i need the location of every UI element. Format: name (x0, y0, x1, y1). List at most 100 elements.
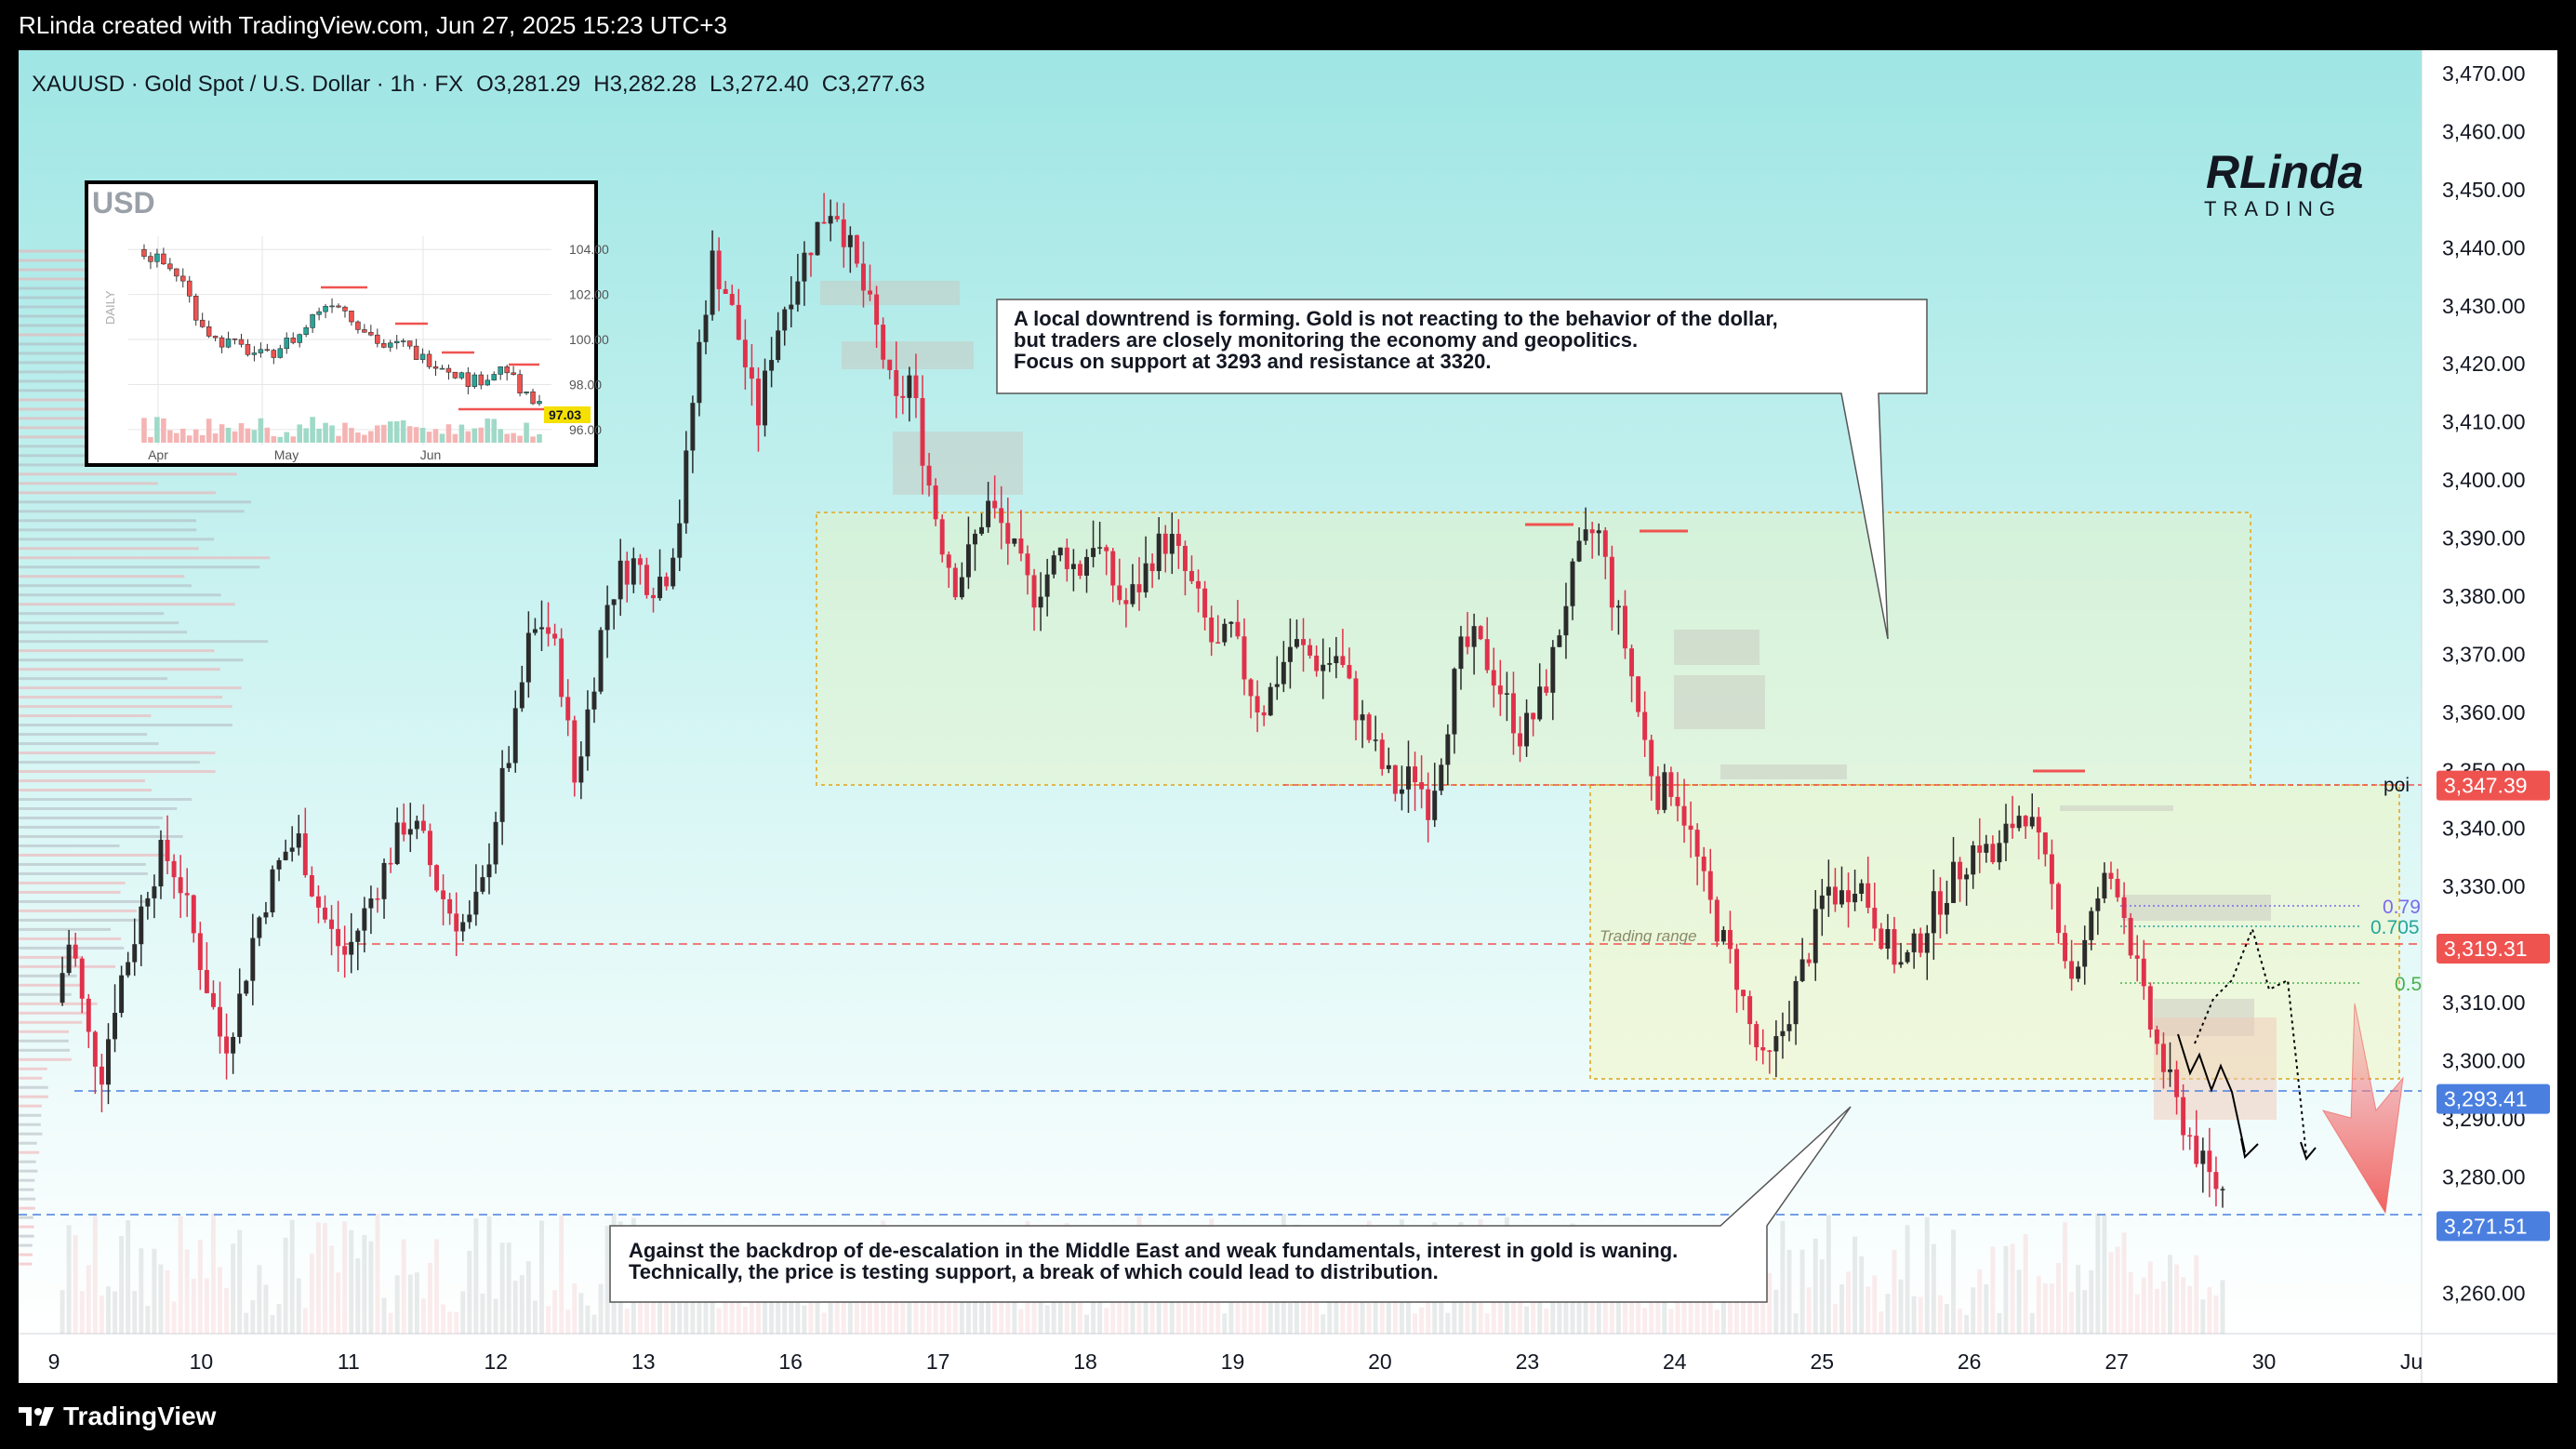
volume-bar (1077, 1296, 1082, 1334)
volume-bar (447, 1311, 453, 1334)
candle-body (769, 360, 775, 371)
candle-body (598, 630, 604, 692)
volume-bar (1287, 1303, 1293, 1334)
volume-bar (1222, 1313, 1228, 1334)
candle-body (394, 822, 400, 864)
volume-bar (1832, 1303, 1838, 1334)
volume-bar (920, 1303, 925, 1334)
candle-body (210, 992, 216, 1007)
candle-body (506, 763, 511, 768)
volume-profile-bar (19, 798, 193, 802)
candle-body (119, 975, 125, 1014)
candle-body (1786, 1024, 1792, 1031)
usd-inset-chart[interactable]: USD DAILY 104.00 102.00 100.00 98.00 96.00 A… (85, 180, 609, 467)
volume-bar (302, 1308, 308, 1334)
volume-bar (1688, 1289, 1693, 1334)
volume-profile-bar (19, 1178, 35, 1182)
candle-body (1274, 684, 1280, 687)
volume-bar (210, 1214, 216, 1334)
volume-profile-bar (19, 1039, 69, 1043)
inset-volume-bar (161, 418, 166, 443)
close-label: C (822, 72, 838, 97)
bearish-arrow (2321, 1003, 2404, 1215)
open-label: O (476, 72, 494, 97)
volume-bar (1327, 1299, 1333, 1334)
volume-profile-bar (19, 1234, 34, 1238)
candle-body (355, 930, 361, 942)
volume-bar (2102, 1214, 2107, 1334)
symbol-legend[interactable]: XAUUSD · Gold Spot / U.S. Dollar · 1h · … (32, 72, 925, 97)
candle-body (559, 638, 564, 698)
price-axis-panel (2422, 50, 2557, 1383)
candle-body (1589, 529, 1595, 534)
volume-bar (2108, 1252, 2114, 1334)
inset-volume-bar (271, 436, 277, 443)
volume-bar (1419, 1307, 1425, 1334)
volume-bar (1353, 1303, 1359, 1334)
volume-profile-bar (19, 565, 260, 569)
price-tag-label: 3,293.41 (2444, 1087, 2528, 1111)
candle-body (1340, 656, 1346, 665)
volume-bar (355, 1257, 361, 1334)
candle-body (407, 829, 413, 835)
candle-body (2036, 817, 2041, 833)
candle-body (99, 1066, 104, 1085)
inset-side-label: DAILY (103, 290, 117, 325)
volume-bar (66, 1225, 72, 1334)
chart-frame[interactable]: Trading range poi 0.79 0.705 0.5 (19, 50, 2557, 1383)
volume-bar (525, 1261, 531, 1334)
candle-body (420, 820, 426, 831)
volume-profile-bar (19, 1197, 36, 1201)
candle-body (585, 709, 591, 757)
candle-body (1898, 962, 1904, 965)
candle-body (952, 567, 958, 598)
price-tick-label: 3,430.00 (2442, 294, 2526, 318)
symbol-name: XAUUSD · Gold Spot / U.S. Dollar · 1h · … (32, 72, 463, 97)
candle-body (1767, 1050, 1773, 1052)
candle-body (1958, 861, 1963, 880)
inset-volume-bar (141, 418, 147, 443)
tradingview-logo[interactable]: TradingView (19, 1396, 216, 1437)
volume-bar (204, 1278, 209, 1334)
volume-profile-bar (19, 1067, 47, 1070)
candle-body (1222, 623, 1228, 643)
volume-bar (742, 1306, 748, 1334)
candle-body (1301, 639, 1306, 645)
volume-bar (1806, 1287, 1812, 1334)
inset-volume-bar (537, 433, 542, 443)
low-label: L (710, 72, 722, 97)
candle-body (1432, 791, 1438, 820)
inset-volume-bar (349, 428, 354, 443)
inset-date-label: Apr (148, 447, 168, 462)
candle-body (1629, 648, 1635, 677)
main-chart[interactable]: Trading range poi 0.79 0.705 0.5 (19, 50, 2557, 1383)
volume-bar (585, 1305, 591, 1334)
volume-bar (158, 1264, 164, 1334)
candle-body (1892, 928, 1897, 965)
candle-body (2220, 1189, 2225, 1190)
inset-volume-bar (524, 422, 529, 443)
candle-body (1104, 547, 1109, 552)
volume-bar (2003, 1245, 2009, 1334)
inset-volume-bar (517, 435, 523, 443)
volume-bar (119, 1235, 125, 1334)
candle-body (1852, 893, 1858, 903)
volume-bar (486, 1216, 492, 1334)
price-axis[interactable]: 3,470.00 3,460.00 3,450.00 3,440.00 3,430.00… (2442, 61, 2526, 1305)
candle-body (499, 767, 505, 822)
candle-body (257, 917, 262, 938)
volume-bar (434, 1239, 439, 1334)
order-blocks (820, 281, 2277, 1120)
candle-body (959, 577, 964, 598)
candle-body (1248, 679, 1254, 697)
inset-candle-body (323, 305, 328, 312)
time-axis[interactable]: 9 10 11 12 13 16 17 18 19 20 23 24 25 26 27 30 Ju (48, 1349, 2423, 1374)
volume-bar (1977, 1269, 1983, 1334)
volume-bar (578, 1293, 584, 1334)
volume-bar (946, 1296, 951, 1334)
candle-body (1504, 693, 1509, 695)
candle-body (973, 533, 977, 545)
volume-bar (237, 1230, 243, 1334)
volume-profile-bar (19, 1206, 35, 1210)
volume-bar (782, 1290, 788, 1334)
